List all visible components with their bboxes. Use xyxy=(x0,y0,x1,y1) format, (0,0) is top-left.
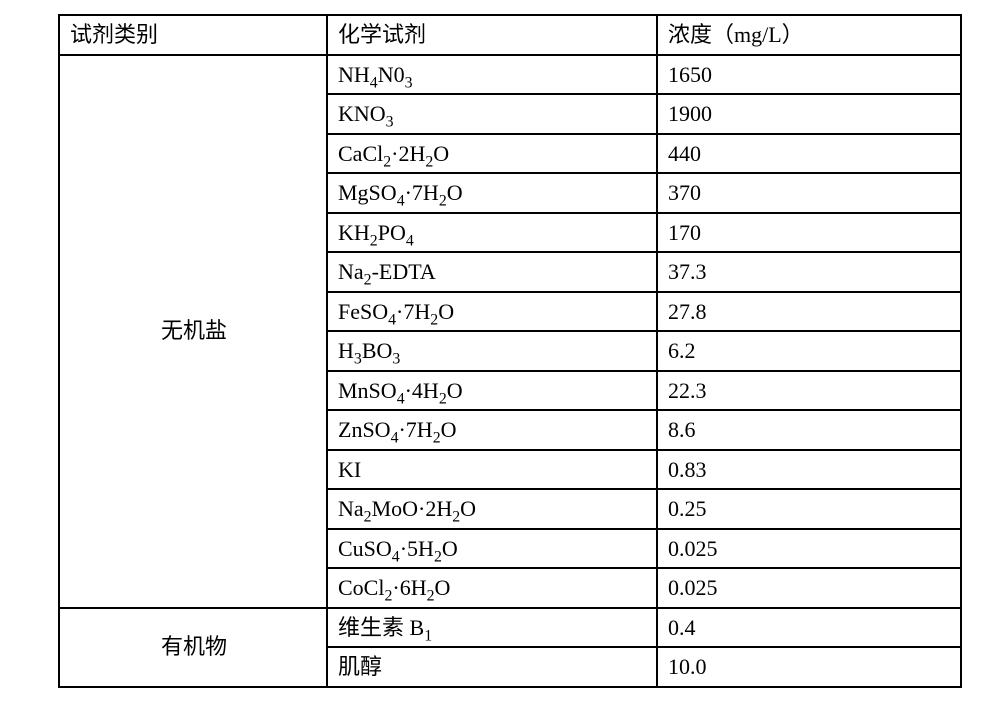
column-header: 浓度（mg/L） xyxy=(657,15,961,55)
reagent-cell: 维生素 B1 xyxy=(327,608,657,648)
concentration-cell: 0.83 xyxy=(657,450,961,490)
concentration-cell: 1900 xyxy=(657,94,961,134)
reagent-cell: KI xyxy=(327,450,657,490)
reagent-cell: CaCl2·2H2O xyxy=(327,134,657,174)
reagent-table: 试剂类别化学试剂浓度（mg/L）无机盐NH4N031650KNO31900CaC… xyxy=(58,14,962,688)
concentration-cell: 6.2 xyxy=(657,331,961,371)
reagent-cell: Na2MoO·2H2O xyxy=(327,489,657,529)
concentration-cell: 8.6 xyxy=(657,410,961,450)
reagent-cell: MgSO4·7H2O xyxy=(327,173,657,213)
column-header: 试剂类别 xyxy=(59,15,327,55)
reagent-cell: MnSO4·4H2O xyxy=(327,371,657,411)
concentration-cell: 440 xyxy=(657,134,961,174)
concentration-cell: 0.025 xyxy=(657,568,961,608)
concentration-cell: 22.3 xyxy=(657,371,961,411)
concentration-cell: 0.25 xyxy=(657,489,961,529)
reagent-cell: 肌醇 xyxy=(327,647,657,687)
table-header-row: 试剂类别化学试剂浓度（mg/L） xyxy=(59,15,961,55)
concentration-cell: 0.4 xyxy=(657,608,961,648)
reagent-cell: ZnSO4·7H2O xyxy=(327,410,657,450)
reagent-cell: KH2PO4 xyxy=(327,213,657,253)
reagent-cell: CoCl2·6H2O xyxy=(327,568,657,608)
concentration-cell: 1650 xyxy=(657,55,961,95)
reagent-cell: KNO3 xyxy=(327,94,657,134)
concentration-cell: 27.8 xyxy=(657,292,961,332)
reagent-cell: Na2-EDTA xyxy=(327,252,657,292)
concentration-cell: 37.3 xyxy=(657,252,961,292)
reagent-cell: CuSO4·5H2O xyxy=(327,529,657,569)
reagent-cell: H3BO3 xyxy=(327,331,657,371)
concentration-cell: 170 xyxy=(657,213,961,253)
concentration-cell: 0.025 xyxy=(657,529,961,569)
reagent-cell: FeSO4·7H2O xyxy=(327,292,657,332)
column-header: 化学试剂 xyxy=(327,15,657,55)
table-row: 有机物维生素 B10.4 xyxy=(59,608,961,648)
category-cell: 有机物 xyxy=(59,608,327,687)
concentration-cell: 10.0 xyxy=(657,647,961,687)
concentration-cell: 370 xyxy=(657,173,961,213)
table-row: 无机盐NH4N031650 xyxy=(59,55,961,95)
category-cell: 无机盐 xyxy=(59,55,327,608)
reagent-cell: NH4N03 xyxy=(327,55,657,95)
